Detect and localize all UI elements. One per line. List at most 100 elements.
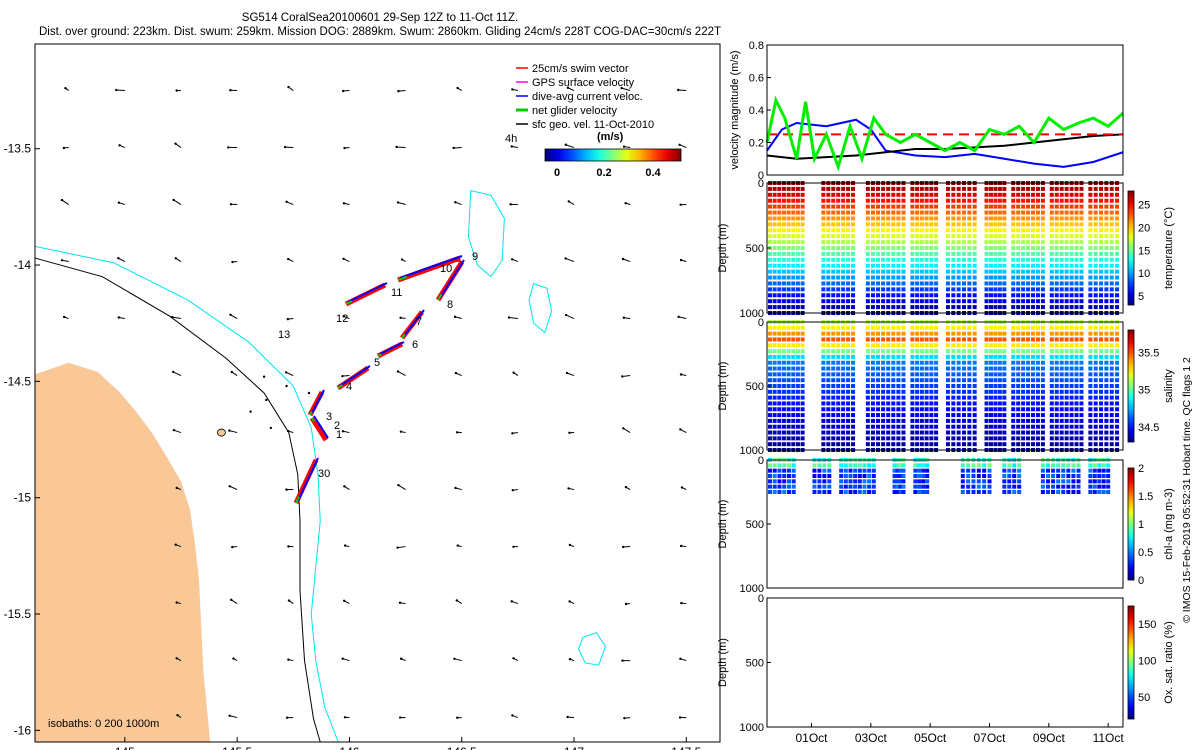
profile-sample xyxy=(821,299,826,304)
profile-sample xyxy=(1035,372,1040,377)
profile-sample xyxy=(1104,251,1109,256)
profile-sample xyxy=(857,463,862,468)
profile-sample xyxy=(915,240,920,245)
profile-sample xyxy=(945,354,950,359)
profile-sample xyxy=(821,234,826,239)
profile-sample xyxy=(1049,305,1054,310)
profile-sample xyxy=(886,424,891,429)
profile-sample xyxy=(1026,430,1031,435)
profile-sample xyxy=(836,343,841,348)
profile-sample xyxy=(1109,275,1114,280)
profile-sample xyxy=(1079,186,1084,191)
reef-contour xyxy=(577,632,607,666)
profile-sample xyxy=(919,395,924,400)
profile-colorbar xyxy=(1127,329,1135,443)
profile-sample xyxy=(881,384,886,388)
profile-sample xyxy=(945,372,950,377)
profile-sample xyxy=(881,222,886,227)
time-x-tick-label: 09Oct xyxy=(1033,731,1066,745)
profile-sample xyxy=(1035,343,1040,348)
profile-sample xyxy=(972,401,977,406)
profile-sample xyxy=(800,360,805,365)
profile-sample xyxy=(795,395,800,400)
profile-sample xyxy=(993,349,998,354)
profile-sample xyxy=(945,331,950,336)
profile-sample xyxy=(988,384,993,388)
profile-sample xyxy=(945,281,950,286)
profile-sample xyxy=(972,331,977,336)
profile-sample xyxy=(839,463,844,468)
profile-sample xyxy=(987,490,992,494)
profile-sample xyxy=(988,293,993,298)
profile-sample xyxy=(967,436,972,441)
profile-sample xyxy=(846,366,851,371)
profile-sample xyxy=(1040,246,1045,250)
profile-sample xyxy=(772,198,777,203)
profile-sample xyxy=(961,257,966,262)
profile-sample xyxy=(915,343,920,348)
velocity-y-tick-label: 0 xyxy=(758,170,764,182)
profile-sample xyxy=(910,281,915,286)
profile-colorbar-tick: 10 xyxy=(1138,268,1150,280)
profile-sample xyxy=(791,186,796,191)
profile-sample xyxy=(1069,395,1074,400)
profile-sample xyxy=(1021,246,1026,250)
profile-sample xyxy=(831,372,836,377)
profile-sample xyxy=(1069,407,1074,412)
profile-sample xyxy=(777,372,782,377)
profile-sample xyxy=(1040,222,1045,227)
geo-velocity-arrowhead xyxy=(396,370,400,373)
profile-sample xyxy=(919,407,924,412)
profile-sample xyxy=(896,192,901,197)
profile-sample xyxy=(831,228,836,233)
profile-sample xyxy=(956,210,961,215)
profile-sample xyxy=(915,269,920,274)
profile-sample xyxy=(987,463,992,468)
profile-sample xyxy=(1049,240,1054,245)
profile-sample xyxy=(1066,484,1071,489)
profile-sample xyxy=(1093,372,1098,377)
profile-sample xyxy=(910,372,915,377)
profile-sample xyxy=(1035,287,1040,292)
profile-sample xyxy=(945,418,950,423)
profile-sample xyxy=(993,360,998,365)
profile-sample xyxy=(1035,389,1040,394)
profile-sample xyxy=(772,222,777,227)
profile-sample xyxy=(934,299,939,304)
profile-sample xyxy=(876,305,881,310)
profile-sample xyxy=(772,228,777,233)
profile-sample xyxy=(851,372,856,377)
profile-sample xyxy=(972,384,977,388)
profile-sample xyxy=(1093,395,1098,400)
profile-sample xyxy=(896,325,901,330)
profile-sample xyxy=(846,430,851,435)
geo-velocity-arrow xyxy=(286,201,294,206)
profile-sample xyxy=(848,463,853,468)
profile-sample xyxy=(795,281,800,286)
profile-sample xyxy=(826,263,831,268)
dive-avg-current-cluster xyxy=(399,255,463,279)
profile-sample xyxy=(993,413,998,418)
profile-sample xyxy=(997,281,1002,286)
profile-sample xyxy=(781,269,786,274)
profile-sample xyxy=(919,222,924,227)
profile-sample xyxy=(1035,384,1040,388)
profile-sample xyxy=(924,263,929,268)
profile-sample xyxy=(791,490,796,494)
profile-sample xyxy=(876,430,881,435)
profile-sample xyxy=(821,269,826,274)
profile-sample xyxy=(997,269,1002,274)
profile-sample xyxy=(1040,263,1045,268)
profile-sample xyxy=(767,468,772,473)
profile-sample xyxy=(1088,479,1093,484)
profile-sample xyxy=(988,210,993,215)
profile-sample xyxy=(1071,479,1076,484)
profile-sample xyxy=(791,192,796,197)
profile-sample xyxy=(1093,216,1098,221)
profile-sample xyxy=(857,479,862,484)
profile-sample xyxy=(961,210,966,215)
profile-sample xyxy=(1079,442,1084,447)
profile-sample xyxy=(915,360,920,365)
profile-sample xyxy=(791,413,796,418)
profile-sample xyxy=(901,287,906,292)
